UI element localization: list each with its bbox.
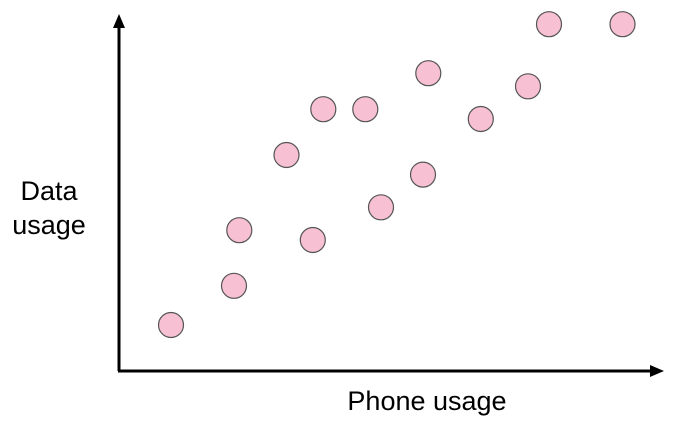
data-point-5 (299, 226, 326, 254)
data-point-9 (409, 161, 437, 188)
data-point-4 (273, 141, 300, 169)
data-point-10 (415, 60, 442, 87)
data-point-11 (467, 105, 494, 133)
data-point-12 (514, 73, 542, 100)
data-point-14 (609, 11, 636, 38)
data-point-2 (220, 272, 248, 299)
data-point-7 (352, 96, 379, 123)
y-axis-arrow (113, 14, 125, 28)
x-axis-arrow (650, 365, 664, 377)
data-point-8 (367, 194, 395, 221)
data-point-6 (310, 96, 337, 123)
points-layer (157, 11, 636, 339)
x-axis-label: Phone usage (347, 386, 507, 416)
data-point-1 (157, 311, 185, 339)
y-axis-label: Data usage (12, 176, 86, 240)
data-point-13 (535, 11, 563, 38)
data-point-3 (226, 217, 253, 244)
